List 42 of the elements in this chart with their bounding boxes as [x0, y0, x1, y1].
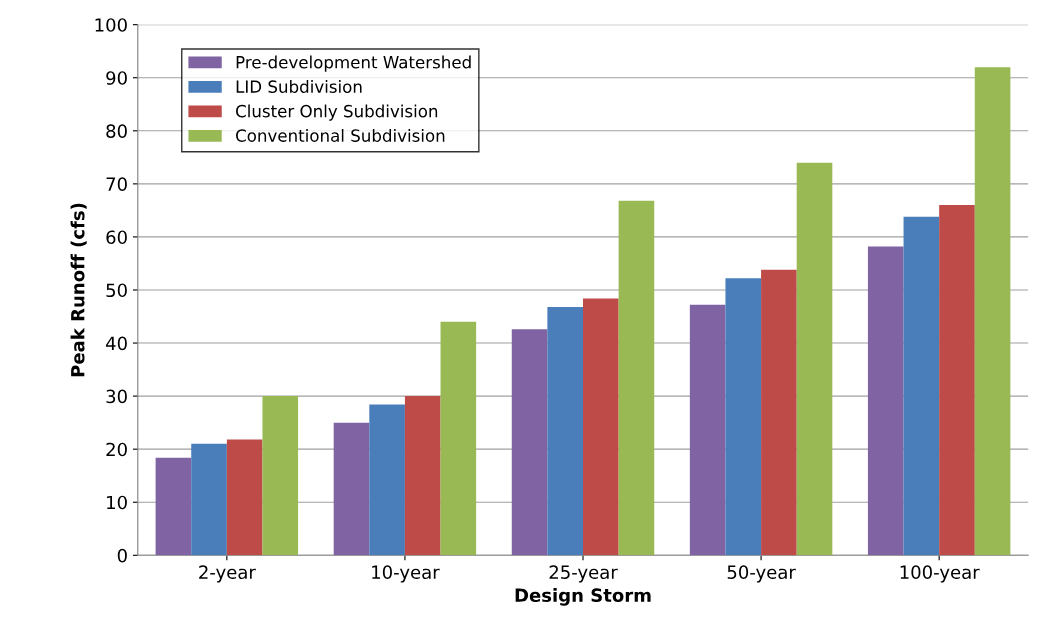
legend-label: Conventional Subdivision — [236, 128, 445, 142]
bar — [939, 205, 975, 556]
bar — [191, 443, 227, 556]
x-tick-label: 25-year — [549, 565, 618, 583]
x-tick-label: 10-year — [372, 565, 440, 583]
bar — [903, 216, 940, 556]
bar — [867, 246, 904, 556]
bar — [761, 269, 797, 556]
bar — [583, 298, 619, 556]
y-tick-label: 20 — [106, 442, 127, 457]
y-tick-label: 80 — [106, 124, 127, 138]
bar — [618, 200, 655, 556]
bar — [155, 457, 192, 556]
bar — [511, 329, 548, 556]
bar — [333, 422, 370, 556]
bar — [404, 396, 441, 556]
y-tick-label: 10 — [107, 495, 127, 510]
y-axis-title: Peak Runoff (cfs) — [70, 203, 87, 377]
y-tick-label: 40 — [105, 336, 127, 351]
x-tick-label: 100-year — [900, 565, 980, 583]
y-tick-label: 50 — [106, 283, 127, 298]
y-tick-label: 100 — [95, 18, 127, 32]
x-tick-label: 50-year — [727, 565, 796, 583]
legend-label: Cluster Only Subdivision — [236, 104, 438, 121]
bar — [796, 162, 833, 556]
bar — [725, 278, 762, 556]
bar — [262, 396, 299, 556]
bar — [689, 304, 726, 556]
y-tick-label: 0 — [117, 548, 127, 563]
y-tick-label: 60 — [106, 230, 127, 245]
y-tick-label: 30 — [106, 389, 127, 404]
bar — [547, 306, 583, 556]
y-tick-label: 70 — [106, 177, 127, 191]
legend-label: LID Subdivision — [236, 80, 362, 93]
bar — [369, 404, 405, 556]
y-tick-label: 90 — [106, 71, 127, 85]
bar — [226, 439, 263, 556]
bar — [974, 67, 1011, 556]
x-tick-label: 2-year — [199, 565, 256, 583]
x-axis-title: Design Storm — [515, 588, 651, 606]
legend-label: Pre-development Watershed — [236, 55, 471, 72]
bar — [440, 321, 477, 556]
